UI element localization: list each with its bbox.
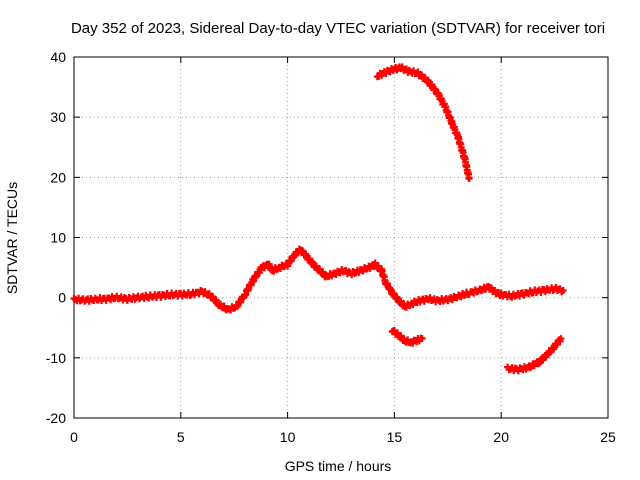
x-tick-label: 25	[600, 429, 616, 445]
x-tick-label: 10	[280, 429, 296, 445]
series-lower-segment-1	[388, 326, 426, 347]
x-tick-label: 20	[493, 429, 509, 445]
y-tick-label: -10	[46, 350, 66, 366]
series-lower-segment-2	[504, 335, 565, 375]
y-tick-label: 30	[50, 109, 66, 125]
data-points	[70, 63, 567, 375]
data-point	[418, 335, 426, 343]
x-axis-label: GPS time / hours	[285, 458, 392, 474]
data-point	[557, 335, 565, 343]
x-tick-label: 15	[387, 429, 403, 445]
ticks: 0 5 10 15 20 25 -20 -10 0 10 20 30 40	[46, 49, 616, 445]
y-tick-label: -20	[46, 410, 66, 426]
y-tick-label: 20	[50, 169, 66, 185]
data-point	[559, 286, 567, 294]
x-tick-label: 5	[177, 429, 185, 445]
data-point	[465, 175, 473, 183]
y-tick-label: 10	[50, 230, 66, 246]
chart-title: Day 352 of 2023, Sidereal Day-to-day VTE…	[71, 20, 605, 37]
x-tick-label: 0	[70, 429, 78, 445]
series-upper-arc	[373, 63, 473, 183]
y-tick-label: 0	[58, 290, 66, 306]
y-axis-label: SDTVAR / TECUs	[4, 182, 20, 294]
series-main	[70, 245, 567, 314]
y-tick-label: 40	[50, 49, 66, 65]
